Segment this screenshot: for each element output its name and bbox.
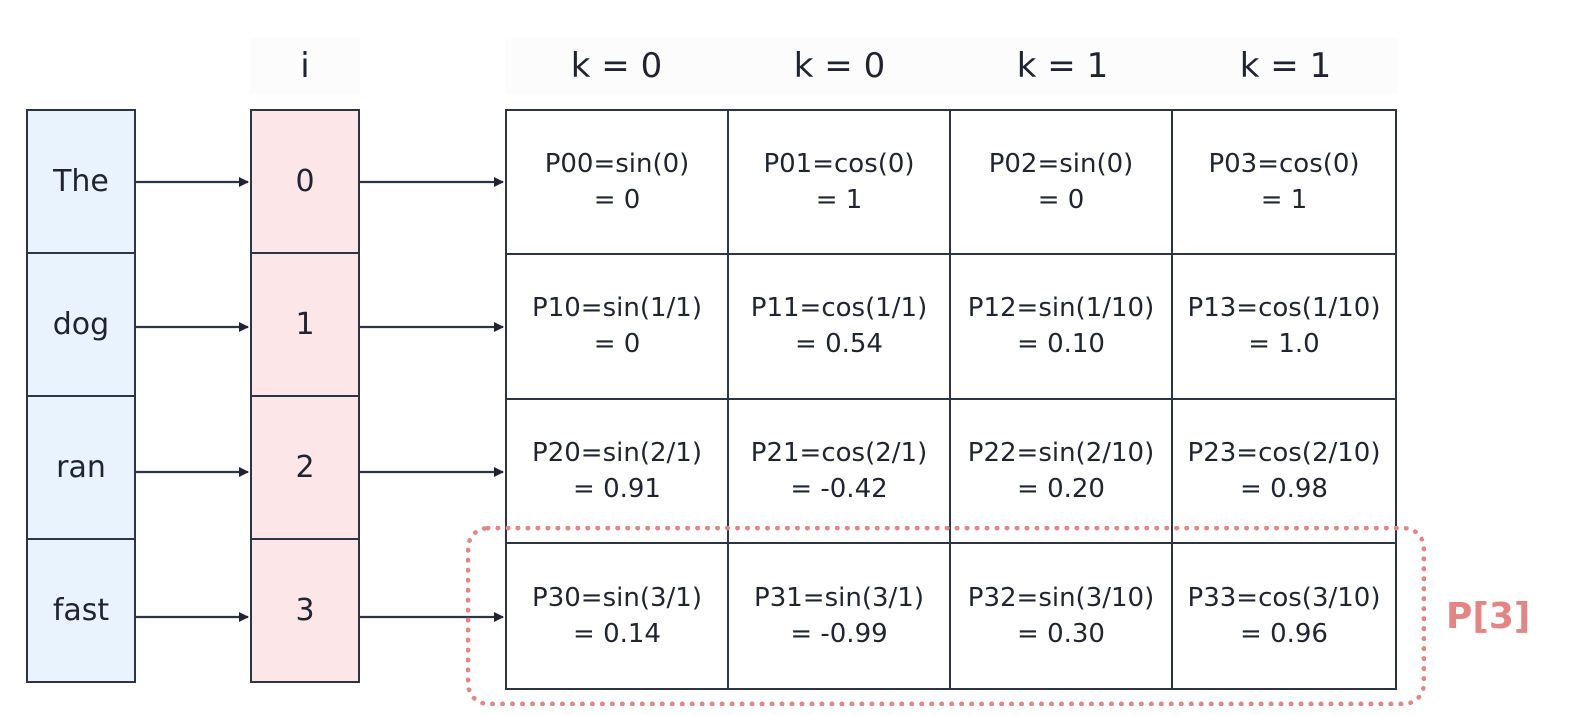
word-to-index-arrows [136,177,249,622]
cell-value: = 0.91 [573,473,661,504]
cell-value: = 1 [1260,185,1308,216]
matrix-cell: P33=cos(3/10) = 0.96 [1173,544,1395,688]
cell-formula: P23=cos(2/10) [1187,437,1381,468]
cell-formula: P33=cos(3/10) [1187,582,1381,613]
index-column: 0 1 2 3 [250,109,360,683]
cell-value: = -0.42 [790,473,888,504]
matrix-cell: P03=cos(0) = 1 [1173,111,1395,256]
cell-formula: P13=cos(1/10) [1187,293,1381,324]
cell-formula: P30=sin(3/1) [532,582,702,613]
cell-formula: P00=sin(0) [544,149,690,180]
cell-value: = 0.98 [1240,473,1328,504]
cell-value: = 0.20 [1017,473,1105,504]
word-cell: dog [26,252,136,397]
matrix-cell: P31=sin(3/1) = -0.99 [729,543,951,688]
matrix-cell: P23=cos(2/10) = 0.98 [1173,400,1395,544]
cell-value: = 0.10 [1017,329,1105,360]
column-header-2: k = 1 [951,38,1174,94]
matrix-cell: P01=cos(0) = 1 [729,111,951,256]
word-cell: The [26,109,136,254]
matrix-cell: P12=sin(1/10) = 0.10 [951,255,1173,400]
cell-formula: P02=sin(0) [988,149,1134,180]
cell-formula: P03=cos(0) [1208,149,1360,180]
matrix-cell: P11=cos(1/1) = 0.54 [729,255,951,400]
cell-value: = 0 [1037,185,1085,216]
cell-formula: P11=cos(1/1) [750,293,928,324]
matrix-cell: P30=sin(3/1) = 0.14 [507,543,729,688]
row-highlight [466,526,1426,706]
column-header-3: k = 1 [1174,38,1397,94]
index-header: i [250,38,360,94]
matrix-cell: P00=sin(0) = 0 [507,111,729,256]
index-cell: 1 [250,252,360,397]
cell-value: = 1.0 [1248,329,1320,360]
column-header-0: k = 0 [505,38,728,94]
cell-formula: P21=cos(2/1) [750,437,928,468]
matrix-cell: P22=sin(2/10) = 0.20 [951,399,1173,544]
word-cell: fast [26,538,136,683]
cell-value: = 0.54 [795,329,883,360]
cell-value: = 0 [593,329,641,360]
cell-formula: P20=sin(2/1) [532,437,702,468]
word-cell: ran [26,395,136,540]
index-cell: 0 [250,109,360,254]
cell-value: = 1 [815,185,863,216]
cell-value: = 0.30 [1017,618,1105,649]
cell-formula: P31=sin(3/1) [754,582,924,613]
cell-formula: P32=sin(3/10) [967,582,1155,613]
cell-value: = 0 [593,185,641,216]
cell-formula: P12=sin(1/10) [967,293,1155,324]
matrix-cell: P32=sin(3/10) = 0.30 [951,543,1173,688]
cell-formula: P22=sin(2/10) [967,437,1155,468]
positional-encoding-matrix: P00=sin(0) = 0 P01=cos(0) = 1 P02=sin(0) = … [505,109,1397,690]
index-cell: 3 [250,538,360,683]
matrix-cell: P13=cos(1/10) = 1.0 [1173,255,1395,400]
matrix-cell: P21=cos(2/1) = -0.42 [729,399,951,544]
column-header-1: k = 0 [728,38,951,94]
cell-value: = 0.96 [1240,618,1328,649]
cell-value: = 0.14 [573,618,661,649]
index-cell: 2 [250,395,360,540]
word-column: The dog ran fast [26,109,136,683]
matrix-cell: P02=sin(0) = 0 [951,111,1173,256]
cell-formula: P01=cos(0) [763,149,915,180]
matrix-cell: P10=sin(1/1) = 0 [507,255,729,400]
highlight-label: P[3] [1446,596,1531,637]
cell-value: = -0.99 [790,618,888,649]
cell-formula: P10=sin(1/1) [532,293,702,324]
matrix-cell: P20=sin(2/1) = 0.91 [507,399,729,544]
